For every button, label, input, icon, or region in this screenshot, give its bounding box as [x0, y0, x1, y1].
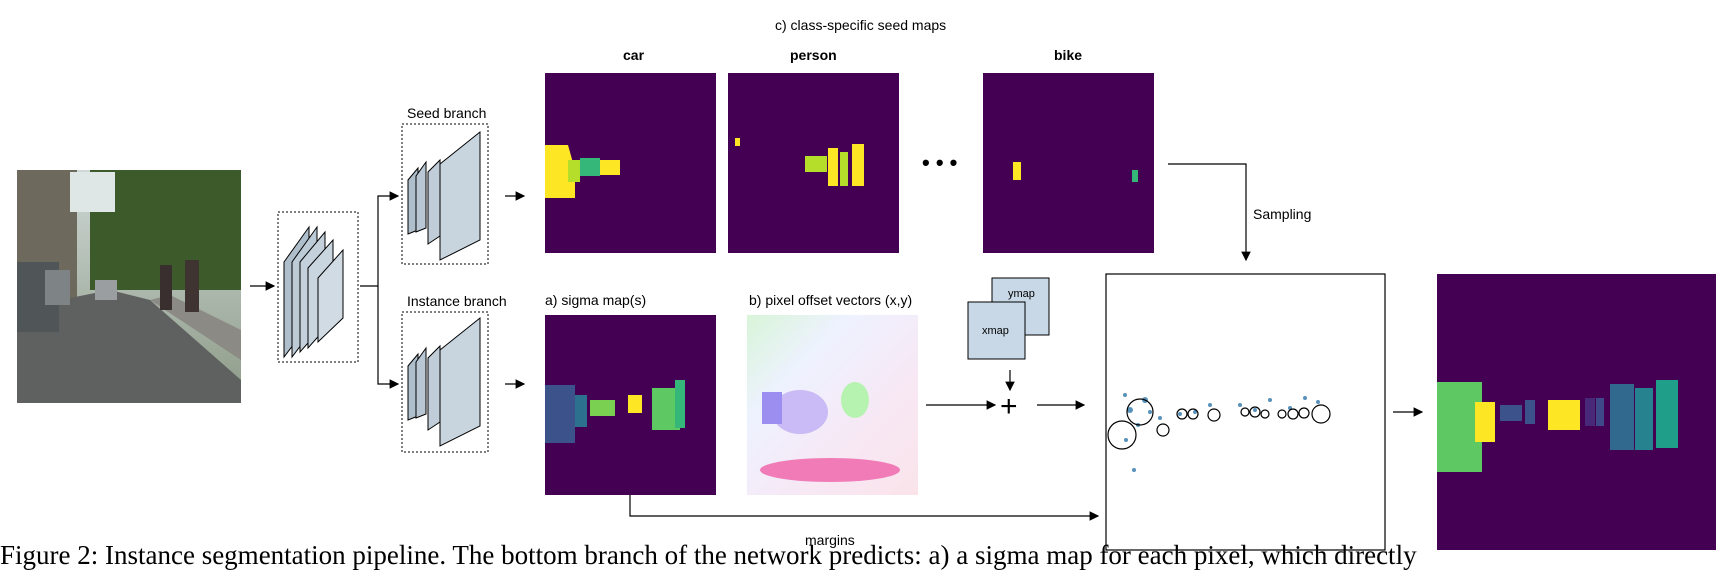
- sigma-map-label: a) sigma map(s): [545, 292, 646, 308]
- sampling-label: Sampling: [1253, 206, 1311, 222]
- class-label-car: car: [623, 47, 645, 63]
- ymap-label: ymap: [1008, 288, 1035, 300]
- clustering-panel: [1105, 273, 1386, 551]
- coordinate-maps: ymap xmap: [967, 277, 1050, 360]
- seed-maps-title: c) class-specific seed maps: [775, 17, 946, 33]
- figure-caption: Figure 2: Instance segmentation pipeline…: [0, 540, 1417, 570]
- seed-branch-decoder: [401, 123, 489, 265]
- instance-branch-label: Instance branch: [407, 293, 507, 309]
- ellipsis: • • •: [922, 150, 957, 175]
- seed-branch-label: Seed branch: [407, 105, 486, 121]
- output-instance-map: [1437, 274, 1716, 550]
- encoder-block: [277, 211, 359, 363]
- sigma-map: [545, 315, 716, 495]
- seed-map-bike: [983, 73, 1154, 253]
- plus-sign: +: [1000, 390, 1018, 423]
- instance-branch-decoder: [401, 311, 489, 453]
- offset-vectors-label: b) pixel offset vectors (x,y): [749, 292, 912, 308]
- sampling-connector: [1168, 163, 1251, 262]
- class-label-bike: bike: [1054, 47, 1082, 63]
- input-image: [17, 170, 241, 403]
- seed-map-car: [545, 73, 716, 253]
- connectors: [250, 191, 526, 389]
- offset-arrows: [926, 370, 1086, 410]
- offset-vector-map: [747, 315, 918, 495]
- xmap-label: xmap: [982, 325, 1009, 337]
- class-label-person: person: [790, 47, 837, 63]
- margins-label: margins: [805, 532, 855, 548]
- seed-map-person: [728, 73, 899, 253]
- margins-connector: [629, 495, 1100, 521]
